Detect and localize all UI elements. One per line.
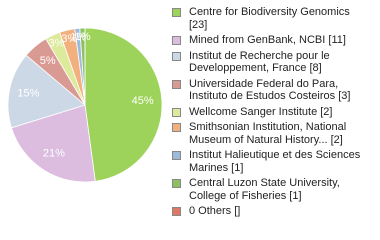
slice-label: 21%: [43, 148, 65, 160]
legend-label: 0 Others []: [189, 205, 241, 217]
legend-label: Smithsonian Institution, National Museum…: [189, 121, 347, 146]
legend-item: 0 Others []: [172, 205, 372, 218]
pie-slice: [7, 54, 86, 129]
slice-label: 1%: [70, 31, 86, 43]
legend-label: Central Luzon State University, College …: [189, 177, 340, 202]
legend-swatch: [172, 123, 181, 132]
legend-swatch: [172, 8, 181, 17]
legend-item: Institut de Recherche pour le Developpem…: [172, 50, 372, 75]
slice-label: 1%: [75, 31, 91, 43]
legend-swatch: [172, 79, 181, 89]
legend-item: Mined from GenBank, NCBI [11]: [172, 34, 372, 47]
slice-label: 45%: [132, 95, 154, 107]
legend-swatch: [172, 51, 181, 61]
legend-label: Institut Halieutique et des Sciences Mar…: [189, 149, 361, 174]
legend-label: Institut de Recherche pour le Developpem…: [189, 49, 330, 75]
slice-label: 15%: [17, 87, 39, 99]
legend-item: Smithsonian Institution, National Museum…: [172, 121, 372, 146]
legend-item: Universidade Federal do Para, Instituto …: [172, 78, 372, 103]
legend-item: Wellcome Sanger Institute [2]: [172, 106, 372, 119]
slice-label: 3%: [61, 33, 77, 45]
legend-swatch: [172, 179, 181, 188]
legend-swatch: [172, 36, 181, 45]
slice-label: 3%: [49, 37, 65, 49]
legend-swatch: [172, 207, 181, 216]
legend-label: Wellcome Sanger Institute [2]: [189, 105, 333, 118]
legend-item: Central Luzon State University, College …: [172, 177, 372, 202]
legend-label: Mined from GenBank, NCBI [11]: [189, 34, 346, 46]
legend-item: Institut Halieutique et des Sciences Mar…: [172, 149, 372, 174]
legend-swatch: [172, 151, 181, 160]
legend-label: Universidade Federal do Para, Instituto …: [189, 77, 351, 103]
legend-label: Centre for Biodiversity Genomics [23]: [189, 6, 350, 31]
legend-swatch: [172, 107, 181, 117]
pie-slice: [84, 27, 163, 182]
pie: 45%21%15%5%3%3%1%1%: [7, 27, 163, 183]
legend: Centre for Biodiversity Genomics [23] Min…: [172, 6, 372, 221]
pie-slice: [10, 104, 96, 183]
slice-label: 5%: [40, 55, 56, 67]
legend-item: Centre for Biodiversity Genomics [23]: [172, 6, 372, 31]
